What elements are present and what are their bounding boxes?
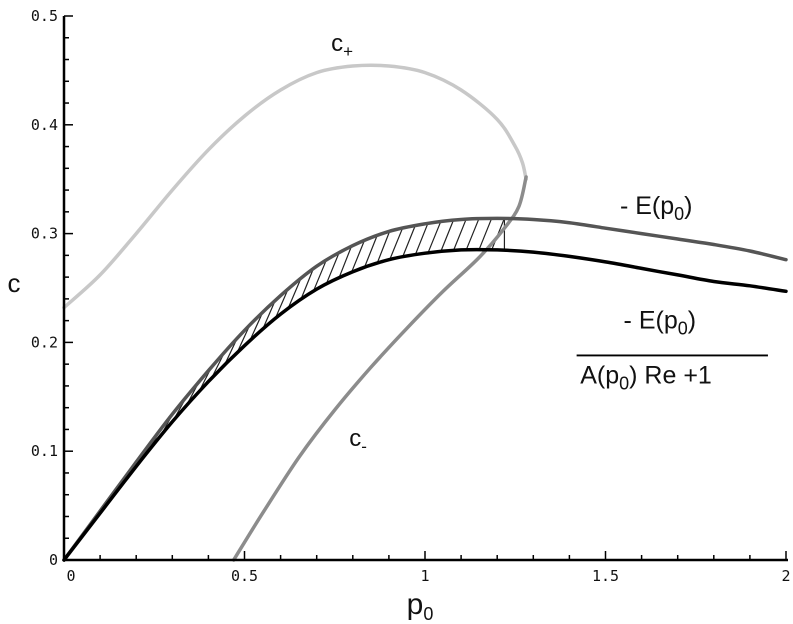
y-tick-label: 0.1 [31, 442, 58, 460]
hatch-line [350, 240, 365, 273]
x-tick-label: 0 [66, 567, 75, 585]
y-tick-label: 0.5 [31, 7, 58, 25]
annotation-close: ) [684, 192, 692, 220]
hatch-line [478, 218, 493, 251]
annotation-subscript: 0 [619, 374, 629, 394]
hatch-line [465, 218, 480, 251]
x-axis-title: p0 [407, 588, 434, 624]
hatch-line [249, 313, 263, 342]
annotation-main: A(p [580, 362, 619, 390]
annotation-subscript: - [361, 437, 367, 456]
annotation-main: - E(p [620, 192, 674, 220]
hatch-line [274, 289, 289, 320]
x-tick-label: 0.5 [231, 567, 258, 585]
hatch-line [427, 221, 442, 254]
hatch-line [325, 253, 340, 285]
annotation-frac_den: A(p0) Re +1 [580, 362, 712, 394]
hatch-line [300, 268, 314, 301]
y-tick-label: 0.4 [31, 116, 58, 134]
hatched-region [70, 218, 506, 551]
hatch-line [440, 220, 454, 252]
annotation-c_minus: c- [349, 425, 367, 456]
axes [62, 15, 788, 562]
annotation-main: c [331, 30, 343, 57]
annotations: c+c-- E(p0)- E(p0)A(p0) Re +1 [331, 30, 768, 456]
annotation-subscript: 0 [678, 318, 688, 338]
hatch-line [312, 260, 327, 292]
series-lines [62, 63, 788, 562]
series-line-neg_E_over_ARe1 [62, 247, 788, 562]
hatch-line [338, 246, 352, 279]
annotation-main: c [349, 425, 361, 452]
series-line-c_plus [62, 63, 528, 310]
hatch-line [363, 235, 378, 269]
annotation-main: - E(p [624, 306, 678, 334]
y-axis-title: c [8, 268, 21, 298]
series-line-c_minus [231, 175, 528, 562]
series-line-neg_E [62, 216, 788, 562]
y-tick-label: 0.2 [31, 333, 58, 351]
hatch-line [389, 228, 403, 260]
hatch-line [414, 223, 429, 256]
hatch-line [401, 225, 416, 258]
y-tick-label: 0.3 [31, 225, 58, 243]
annotation-subscript: + [343, 42, 353, 61]
annotation-c_plus: c+ [331, 30, 353, 61]
hatch-line [376, 231, 391, 264]
annotation-close: ) Re +1 [629, 362, 712, 390]
x-tick-label: 1.5 [592, 567, 619, 585]
hatch-line [287, 279, 302, 310]
y-tick-label: 0 [49, 551, 58, 569]
annotation-subscript: 0 [674, 204, 684, 224]
x-axis-title-subscript: 0 [423, 604, 433, 624]
annotation-frac_num: - E(p0) [624, 306, 697, 338]
x-tick-label: 2 [781, 567, 790, 585]
x-tick-label: 1 [420, 567, 429, 585]
hatch-line [452, 219, 467, 251]
annotation-close: ) [688, 306, 696, 334]
annotation-neg_E: - E(p0) [620, 192, 693, 224]
